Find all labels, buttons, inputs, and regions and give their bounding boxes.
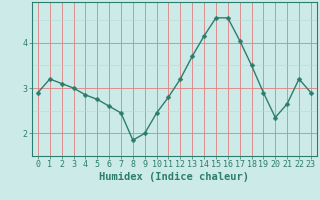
X-axis label: Humidex (Indice chaleur): Humidex (Indice chaleur): [100, 172, 249, 182]
